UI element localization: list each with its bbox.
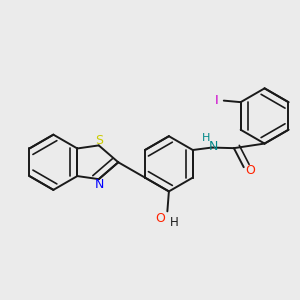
- Text: N: N: [209, 140, 218, 153]
- Text: H: H: [170, 217, 178, 230]
- Text: O: O: [155, 212, 165, 225]
- Text: I: I: [215, 94, 219, 106]
- Text: N: N: [95, 178, 104, 191]
- Text: H: H: [202, 133, 211, 143]
- Text: O: O: [245, 164, 255, 177]
- Text: S: S: [95, 134, 104, 147]
